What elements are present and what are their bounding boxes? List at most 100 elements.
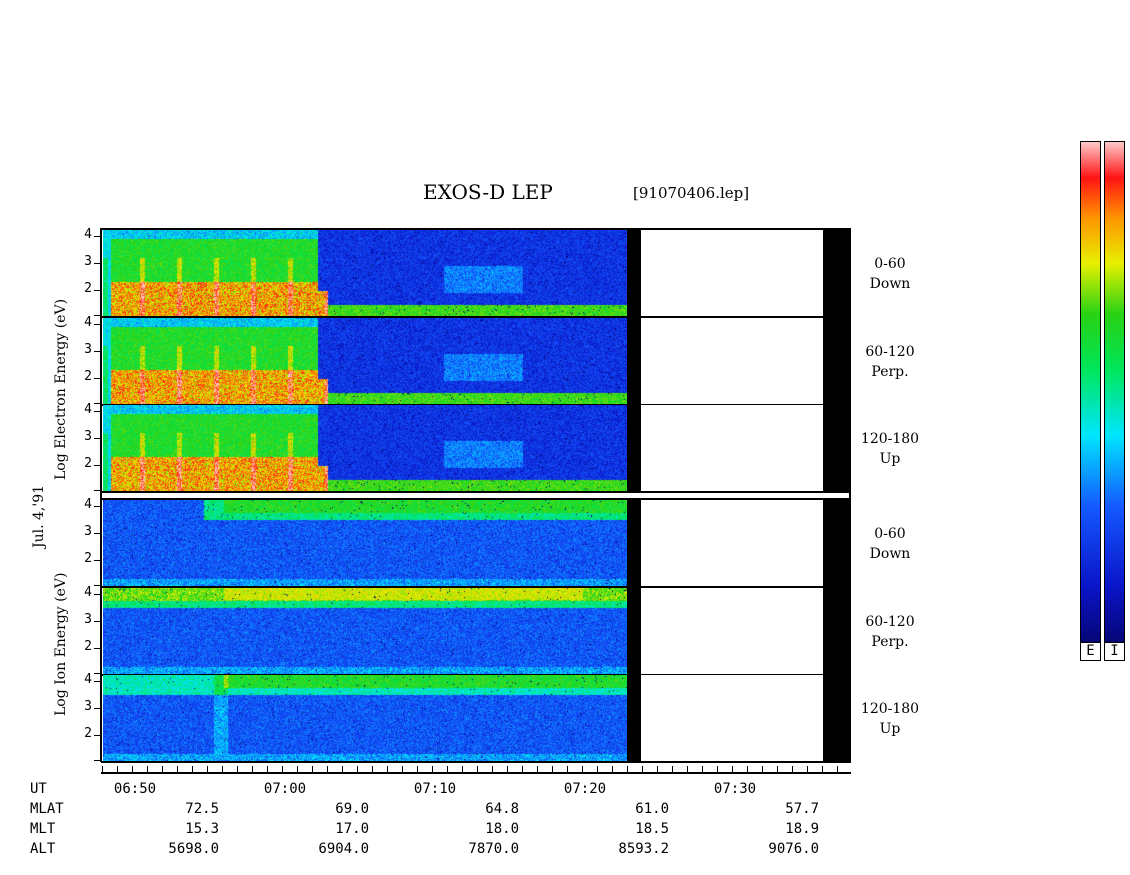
pitch-angle-range: 60-120: [865, 344, 915, 360]
ion-panel-2: [103, 588, 851, 674]
x-tick: [627, 766, 628, 772]
x-tick: [357, 766, 358, 772]
y-tick-label: 2: [84, 639, 92, 654]
page-title: EXOS-D LEP: [423, 180, 553, 204]
ion-colorbar: [1104, 141, 1125, 648]
x-tick: [762, 766, 763, 772]
x-tick: [117, 766, 118, 772]
time-ut-value: 07:00: [263, 781, 307, 797]
pitch-angle-range: 120-180: [860, 431, 920, 447]
x-tick: [237, 766, 238, 772]
x-tick: [267, 766, 268, 772]
pitch-direction: Up: [879, 721, 901, 737]
y-tick: [94, 735, 100, 736]
panel-angle-label: 60-120 Perp.: [852, 342, 928, 382]
data-gap-bar: [823, 230, 851, 316]
x-tick: [372, 766, 373, 774]
y-tick: [94, 411, 100, 412]
x-tick: [312, 766, 313, 772]
time-mlt-value: 15.3: [185, 821, 219, 837]
electron-spectrogram: [103, 230, 627, 316]
x-tick: [492, 766, 493, 772]
time-alt-value: 7870.0: [468, 841, 519, 857]
panel-angle-label: 0-60 Down: [852, 524, 928, 564]
y-tick-label: 3: [84, 699, 92, 714]
ion-axis-label: Log Ion Energy (eV): [53, 572, 69, 716]
right-frame-line: [849, 228, 851, 762]
x-tick: [612, 766, 613, 772]
x-tick: [837, 766, 838, 772]
time-mlt-value: 18.0: [485, 821, 519, 837]
data-gap-bar: [627, 405, 641, 491]
time-mlat-value: 61.0: [635, 801, 669, 817]
x-tick: [522, 766, 523, 774]
y-tick-label: 3: [84, 524, 92, 539]
ion-spectrogram: [103, 675, 627, 761]
pitch-direction: Up: [879, 451, 901, 467]
time-row-label: MLAT: [30, 801, 64, 817]
y-tick-label: 2: [84, 369, 92, 384]
x-tick: [717, 766, 718, 772]
ion-panel-1: [103, 500, 851, 586]
x-tick: [477, 766, 478, 772]
x-tick: [192, 766, 193, 772]
data-gap-bar: [627, 318, 641, 404]
ion-colorbar-label: I: [1104, 642, 1125, 661]
data-gap-bar: [823, 318, 851, 404]
panel-angle-label: 120-180 Up: [852, 699, 928, 739]
y-tick: [94, 708, 100, 709]
data-gap-bar: [823, 675, 851, 761]
x-tick: [792, 766, 793, 772]
x-tick: [462, 766, 463, 772]
y-tick: [94, 648, 100, 649]
y-tick: [94, 673, 100, 674]
x-tick: [207, 766, 208, 772]
data-gap-bar: [823, 500, 851, 586]
x-tick: [342, 766, 343, 772]
x-tick: [147, 766, 148, 774]
y-tick-label: 2: [84, 551, 92, 566]
x-tick: [537, 766, 538, 772]
data-gap-bar: [627, 588, 641, 674]
time-mlat-value: 69.0: [335, 801, 369, 817]
y-tick-label: 3: [84, 342, 92, 357]
time-ut-value: 07:20: [563, 781, 607, 797]
pitch-direction: Down: [869, 276, 911, 292]
y-tick-label: 2: [84, 726, 92, 741]
y-tick: [94, 465, 100, 466]
electron-spectrogram: [103, 318, 627, 404]
x-tick: [687, 766, 688, 772]
y-tick: [94, 490, 100, 491]
electron-colorbar-label: E: [1080, 642, 1101, 661]
time-mlt-value: 18.5: [635, 821, 669, 837]
pitch-angle-range: 120-180: [860, 701, 920, 717]
x-tick: [777, 766, 778, 772]
x-tick: [132, 766, 133, 772]
y-tick-label: 4: [84, 402, 92, 417]
time-mlt-value: 17.0: [335, 821, 369, 837]
no-data-region: [641, 318, 823, 404]
y-tick: [94, 324, 100, 325]
y-tick-label: 2: [84, 281, 92, 296]
y-tick: [94, 594, 100, 595]
panel-separator: [101, 761, 851, 763]
data-gap-bar: [627, 230, 641, 316]
electron-panel-1: [103, 230, 851, 316]
y-tick-label: 2: [84, 456, 92, 471]
x-tick: [162, 766, 163, 772]
ion-panel-3: [103, 675, 851, 761]
x-tick: [402, 766, 403, 772]
y-tick: [94, 236, 100, 237]
time-row-label: UT: [30, 781, 47, 797]
pitch-angle-range: 0-60: [874, 526, 906, 542]
x-tick: [432, 766, 433, 772]
y-tick: [94, 351, 100, 352]
time-row-label: MLT: [30, 821, 56, 837]
panel-angle-label: 0-60 Down: [852, 254, 928, 294]
x-tick: [177, 766, 178, 772]
time-mlat-value: 64.8: [485, 801, 519, 817]
x-tick: [417, 766, 418, 772]
no-data-region: [641, 405, 823, 491]
y-tick: [94, 533, 100, 534]
y-tick-label: 4: [84, 227, 92, 242]
